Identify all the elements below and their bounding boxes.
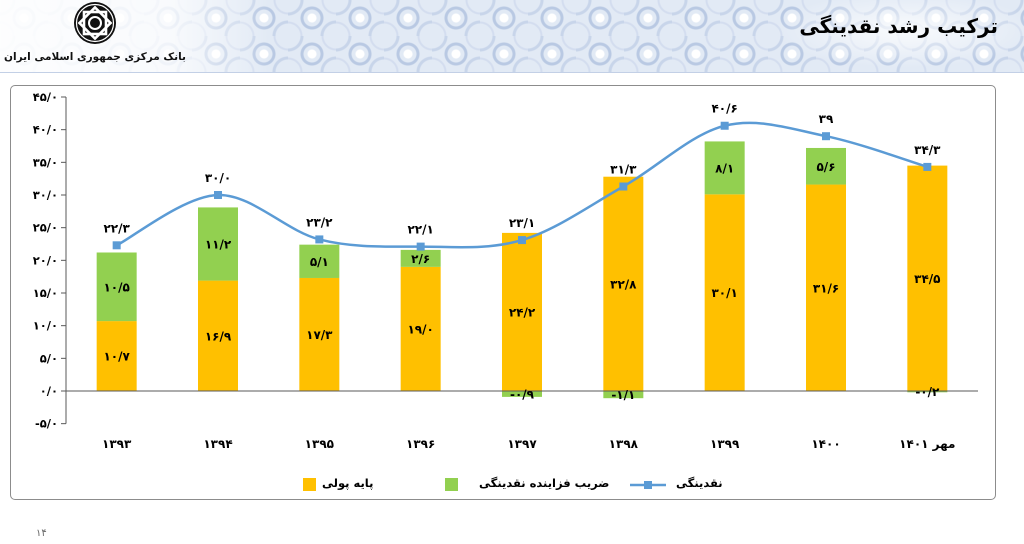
central-bank-logo-icon: [73, 1, 117, 45]
bar-segment: [96, 252, 137, 322]
line-data-label: ۳۰/۰: [205, 171, 231, 185]
bar-data-label: ۱۰/۷: [103, 350, 130, 364]
legend-swatch-monetary-base: [303, 478, 316, 491]
x-category-label: ۱۳۹۷: [507, 437, 537, 451]
bar-segment: [603, 391, 644, 399]
bar-segment: [502, 232, 542, 391]
y-tick-label: ۳۵/۰: [33, 155, 58, 169]
bar-segment: [907, 165, 948, 391]
legend-swatch-money-multiplier: [445, 478, 458, 491]
bar-segment: [907, 391, 948, 393]
line-marker: [720, 121, 729, 130]
page-number: ۱۴: [36, 528, 47, 539]
bar-data-label: -۰/۹: [510, 387, 535, 401]
legend-swatch-liquidity-line: [630, 481, 666, 489]
bar-data-label: ۱۰/۵: [103, 280, 129, 294]
legend-line-marker: [644, 481, 652, 489]
x-category-label: ۱۳۹۴: [203, 437, 232, 451]
bar-segment: [704, 194, 745, 391]
bar-segment: [400, 266, 441, 391]
bar-segment: [198, 207, 238, 281]
chart-plot: ۴۵/۰ ۴۰/۰ ۳۵/۰ ۳۰/۰ ۲۵/۰ ۲۰/۰ ۱۵/۰ ۱۰/۰ ۵/۰ ۰/۰ -۵…: [33, 90, 978, 451]
bar-data-label: ۲/۶: [411, 252, 430, 266]
y-tick-label: ۰/۰: [40, 384, 58, 398]
legend-label-money-multiplier: ضریب فزاینده نقدینگی: [479, 476, 610, 490]
line-data-label: ۲۲/۱: [407, 223, 433, 237]
line-data-label: ۳۹: [819, 112, 834, 126]
bar-segment: [96, 321, 137, 391]
x-category-label: مهر ۱۴۰۱: [899, 437, 955, 451]
y-tick-label: ۲۰/۰: [33, 253, 58, 267]
y-tick-label: ۱۰/۰: [33, 319, 58, 333]
y-tick-label: ۴۵/۰: [33, 90, 58, 104]
x-category-label: ۱۳۹۶: [406, 437, 435, 451]
y-tick-label: -۵/۰: [35, 417, 58, 431]
bar-segment: [299, 244, 340, 278]
bar-data-label: ۳۱/۶: [813, 281, 839, 295]
line-data-label: ۲۲/۳: [103, 221, 130, 235]
legend-label-monetary-base: پایه پولی: [322, 476, 374, 490]
bar-data-label: ۱۷/۳: [306, 328, 333, 342]
y-tick-label: ۴۰/۰: [33, 123, 58, 137]
bar-segment: [603, 176, 644, 391]
line-marker: [518, 236, 526, 245]
bar-segment: [806, 184, 846, 391]
bar-segment: [198, 280, 238, 391]
x-category-label: ۱۳۹۳: [102, 437, 132, 451]
bar-segment: [806, 147, 846, 185]
chart-frame: ۴۵/۰ ۴۰/۰ ۳۵/۰ ۳۰/۰ ۲۵/۰ ۲۰/۰ ۱۵/۰ ۱۰/۰ ۵/۰ ۰/۰ -۵…: [10, 85, 996, 500]
bar-data-label: ۳۴/۵: [914, 272, 940, 286]
x-category-label: ۱۳۹۵: [305, 437, 334, 451]
line-marker: [923, 162, 932, 171]
line-data-label: ۳۱/۳: [610, 163, 637, 177]
x-category-label: ۱۳۹۹: [710, 437, 740, 451]
line-marker: [416, 242, 425, 251]
bar-data-label: ۵/۱: [310, 255, 329, 269]
bar-data-label: ۸/۱: [715, 161, 734, 175]
line-data-label: ۲۳/۱: [509, 216, 535, 230]
bar-data-label: ۱۶/۹: [205, 329, 232, 343]
page-title: ترکیب رشد نقدینگی: [799, 14, 998, 38]
line-data-label: ۴۰/۶: [711, 102, 737, 116]
bar-data-label: ۳۲/۸: [610, 277, 637, 291]
bar-data-label: ۵/۶: [816, 160, 835, 174]
y-tick-label: ۵/۰: [40, 351, 58, 365]
x-category-label: ۱۴۰۰: [811, 437, 840, 451]
bar-segment: [502, 391, 542, 397]
bank-name: بانک مرکزی جمهوری اسلامی ایران: [4, 51, 186, 63]
bar-data-label: ۳۰/۱: [711, 286, 737, 300]
bar-data-label: -۱/۱: [611, 388, 635, 402]
x-category-label: ۱۳۹۸: [609, 437, 639, 451]
line-marker: [112, 241, 121, 250]
line-marker: [822, 132, 830, 141]
legend-label-liquidity: نقدینگی: [676, 476, 723, 490]
line-marker: [214, 191, 222, 199]
header-banner: بانک مرکزی جمهوری اسلامی ایران ترکیب رشد…: [0, 0, 1024, 73]
y-tick-label: ۳۰/۰: [33, 188, 58, 202]
bar-data-label: ۲۴/۲: [509, 305, 536, 319]
bar-segment: [400, 249, 441, 267]
bar-segment: [299, 277, 340, 391]
line-marker: [315, 235, 324, 244]
line-marker: [619, 182, 628, 191]
line-data-label: ۳۴/۳: [914, 143, 941, 157]
bar-data-label: ۱۱/۲: [205, 238, 232, 252]
bar-data-label: -۰/۲: [915, 385, 940, 399]
bar-data-label: ۱۹/۰: [407, 322, 433, 336]
y-tick-label: ۱۵/۰: [33, 286, 58, 300]
y-tick-label: ۲۵/۰: [33, 221, 58, 235]
bar-segment: [704, 141, 745, 195]
line-data-label: ۲۳/۲: [306, 215, 333, 229]
